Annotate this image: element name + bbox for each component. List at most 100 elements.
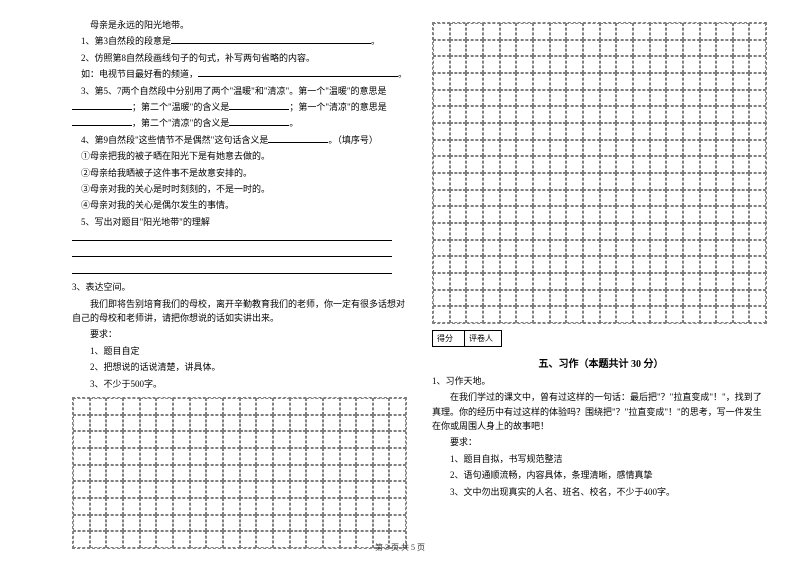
grid-cell[interactable] bbox=[466, 240, 483, 257]
grid-cell[interactable] bbox=[206, 431, 223, 448]
grid-cell[interactable] bbox=[566, 23, 583, 40]
grid-cell[interactable] bbox=[483, 240, 500, 257]
grid-cell[interactable] bbox=[600, 40, 617, 57]
grid-cell[interactable] bbox=[600, 90, 617, 107]
grid-cell[interactable] bbox=[500, 273, 517, 290]
grid-cell[interactable] bbox=[600, 173, 617, 190]
grid-cell[interactable] bbox=[173, 448, 190, 465]
grid-cell[interactable] bbox=[516, 90, 533, 107]
grid-cell[interactable] bbox=[106, 515, 123, 532]
grid-cell[interactable] bbox=[450, 240, 467, 257]
grid-cell[interactable] bbox=[140, 498, 157, 515]
grid-cell[interactable] bbox=[550, 123, 567, 140]
grid-cell[interactable] bbox=[650, 190, 667, 207]
grid-cell[interactable] bbox=[550, 240, 567, 257]
grid-cell[interactable] bbox=[323, 448, 340, 465]
grid-cell[interactable] bbox=[373, 415, 390, 432]
grid-cell[interactable] bbox=[700, 273, 717, 290]
grid-cell[interactable] bbox=[600, 290, 617, 307]
grid-cell[interactable] bbox=[433, 190, 450, 207]
grid-cell[interactable] bbox=[683, 123, 700, 140]
grid-cell[interactable] bbox=[433, 140, 450, 157]
grid-cell[interactable] bbox=[516, 23, 533, 40]
grid-cell[interactable] bbox=[223, 415, 240, 432]
grid-cell[interactable] bbox=[683, 240, 700, 257]
grid-cell[interactable] bbox=[306, 398, 323, 415]
grid-cell[interactable] bbox=[373, 515, 390, 532]
grid-cell[interactable] bbox=[749, 190, 766, 207]
grid-cell[interactable] bbox=[433, 156, 450, 173]
grid-cell[interactable] bbox=[340, 448, 357, 465]
grid-cell[interactable] bbox=[550, 206, 567, 223]
grid-cell[interactable] bbox=[566, 90, 583, 107]
grid-cell[interactable] bbox=[733, 190, 750, 207]
grid-cell[interactable] bbox=[716, 206, 733, 223]
grid-cell[interactable] bbox=[683, 206, 700, 223]
grid-cell[interactable] bbox=[500, 290, 517, 307]
grid-cell[interactable] bbox=[633, 23, 650, 40]
grid-cell[interactable] bbox=[500, 123, 517, 140]
grid-cell[interactable] bbox=[190, 515, 207, 532]
grid-cell[interactable] bbox=[733, 90, 750, 107]
grid-cell[interactable] bbox=[616, 306, 633, 323]
grid-cell[interactable] bbox=[173, 515, 190, 532]
grid-cell[interactable] bbox=[156, 431, 173, 448]
grid-cell[interactable] bbox=[223, 398, 240, 415]
grid-cell[interactable] bbox=[716, 306, 733, 323]
grid-cell[interactable] bbox=[600, 273, 617, 290]
grid-cell[interactable] bbox=[616, 123, 633, 140]
grid-cell[interactable] bbox=[600, 23, 617, 40]
grid-cell[interactable] bbox=[516, 140, 533, 157]
grid-cell[interactable] bbox=[433, 123, 450, 140]
grid-cell[interactable] bbox=[323, 415, 340, 432]
grid-cell[interactable] bbox=[450, 156, 467, 173]
grid-cell[interactable] bbox=[600, 306, 617, 323]
grid-cell[interactable] bbox=[190, 448, 207, 465]
grid-cell[interactable] bbox=[700, 206, 717, 223]
grid-cell[interactable] bbox=[290, 515, 307, 532]
grid-cell[interactable] bbox=[90, 415, 107, 432]
grid-cell[interactable] bbox=[749, 140, 766, 157]
grid-cell[interactable] bbox=[600, 106, 617, 123]
grid-cell[interactable] bbox=[566, 290, 583, 307]
grid-cell[interactable] bbox=[206, 415, 223, 432]
grid-cell[interactable] bbox=[223, 448, 240, 465]
grid-cell[interactable] bbox=[666, 173, 683, 190]
grid-cell[interactable] bbox=[156, 498, 173, 515]
grid-cell[interactable] bbox=[206, 498, 223, 515]
grid-cell[interactable] bbox=[533, 173, 550, 190]
grid-cell[interactable] bbox=[700, 240, 717, 257]
grid-cell[interactable] bbox=[749, 56, 766, 73]
grid-cell[interactable] bbox=[256, 448, 273, 465]
grid-cell[interactable] bbox=[433, 223, 450, 240]
grid-cell[interactable] bbox=[466, 40, 483, 57]
grid-cell[interactable] bbox=[123, 398, 140, 415]
grid-cell[interactable] bbox=[140, 431, 157, 448]
grid-cell[interactable] bbox=[123, 465, 140, 482]
grid-cell[interactable] bbox=[650, 273, 667, 290]
grid-cell[interactable] bbox=[323, 398, 340, 415]
grid-cell[interactable] bbox=[616, 23, 633, 40]
grid-cell[interactable] bbox=[616, 73, 633, 90]
grid-cell[interactable] bbox=[550, 23, 567, 40]
grid-cell[interactable] bbox=[733, 40, 750, 57]
grid-cell[interactable] bbox=[550, 90, 567, 107]
grid-cell[interactable] bbox=[666, 73, 683, 90]
grid-cell[interactable] bbox=[240, 498, 257, 515]
grid-cell[interactable] bbox=[616, 206, 633, 223]
grid-cell[interactable] bbox=[616, 173, 633, 190]
grid-cell[interactable] bbox=[700, 290, 717, 307]
grid-cell[interactable] bbox=[73, 481, 90, 498]
grid-cell[interactable] bbox=[73, 498, 90, 515]
grid-cell[interactable] bbox=[450, 190, 467, 207]
grid-cell[interactable] bbox=[600, 206, 617, 223]
grid-cell[interactable] bbox=[716, 140, 733, 157]
grid-cell[interactable] bbox=[566, 40, 583, 57]
grid-cell[interactable] bbox=[500, 173, 517, 190]
grid-cell[interactable] bbox=[733, 206, 750, 223]
grid-cell[interactable] bbox=[483, 123, 500, 140]
grid-cell[interactable] bbox=[633, 156, 650, 173]
grid-cell[interactable] bbox=[433, 106, 450, 123]
grid-cell[interactable] bbox=[683, 173, 700, 190]
grid-cell[interactable] bbox=[566, 223, 583, 240]
